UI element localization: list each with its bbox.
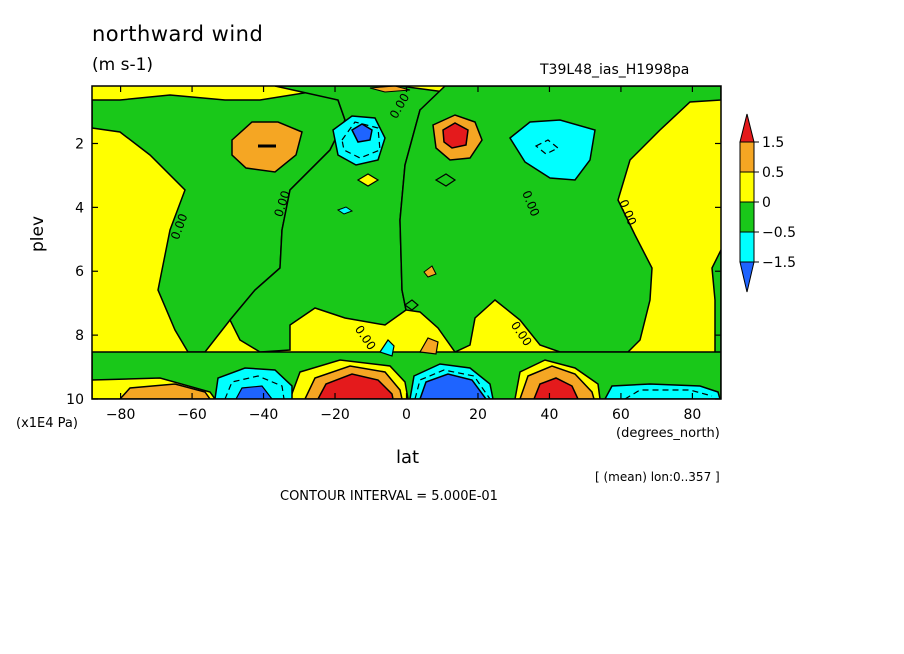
y-tick-label: 2 <box>75 136 84 152</box>
band-cyan-upper-right <box>509 119 596 181</box>
colorbar-label: −1.5 <box>762 255 796 271</box>
x-tick-label: 20 <box>469 407 487 423</box>
colorbar-label: 0.5 <box>762 165 784 181</box>
band-red-bottom-center <box>317 373 394 399</box>
subtitle-mean-lon: [ (mean) lon:0..357 ] <box>595 470 720 484</box>
band-green-right <box>399 86 721 353</box>
contour-small-cyan <box>336 206 354 215</box>
dashed-contour-2 <box>534 139 560 155</box>
y-tick-label: 8 <box>75 328 84 344</box>
y-tick-label: 10 <box>66 392 84 408</box>
y-unit-label: (x1E4 Pa) <box>16 416 78 431</box>
colorbar: 1.5 0.5 0 −0.5 −1.5 <box>739 113 796 293</box>
dashed-contour-3 <box>224 375 285 399</box>
band-green-right-edge <box>711 249 721 362</box>
x-tick-label: −20 <box>320 407 350 423</box>
contour-small-green-2 <box>403 299 419 311</box>
band-orange-small-1 <box>419 337 439 355</box>
colorbar-label: 1.5 <box>762 135 784 151</box>
x-tick-label: 60 <box>612 407 630 423</box>
dashed-contour-5 <box>624 389 713 399</box>
axes: −80 −60 −40 −20 0 20 40 60 80 2 4 6 8 10 <box>66 86 721 423</box>
contour-small-yellow <box>356 173 380 187</box>
band-orange-bottom-left <box>118 383 211 399</box>
x-unit-label: (degrees_north) <box>616 426 720 441</box>
x-tick-label: −40 <box>249 407 279 423</box>
dashed-contour-4 <box>414 369 491 399</box>
chart-title: northward wind <box>92 22 264 46</box>
band-cyan-bottom-right <box>604 383 721 399</box>
x-tick-label: 40 <box>541 407 559 423</box>
colorbar-label: −0.5 <box>762 225 796 241</box>
band-red-bottom-right <box>533 377 579 399</box>
contour-interval-note: CONTOUR INTERVAL = 5.000E-01 <box>280 489 498 504</box>
contour-small-green <box>434 173 457 187</box>
x-tick-label: −80 <box>106 407 136 423</box>
band-cyan-bottom-left <box>214 367 293 399</box>
y-tick-label: 6 <box>75 264 84 280</box>
band-cyan-small <box>379 339 395 357</box>
band-orange-small-2 <box>423 265 437 278</box>
colorbar-swatch <box>739 231 755 263</box>
colorbar-swatch <box>739 171 755 203</box>
dashed-contour-1 <box>341 121 381 159</box>
x-tick-label: −60 <box>177 407 207 423</box>
chart-units: (m s-1) <box>92 55 154 75</box>
x-tick-label: 0 <box>402 407 411 423</box>
colorbar-label: 0 <box>762 195 771 211</box>
colorbar-swatch <box>739 113 755 143</box>
band-red-upper <box>442 122 469 149</box>
colorbar-swatch <box>739 201 755 233</box>
contour-field <box>92 86 721 399</box>
band-blue-upper <box>351 123 373 143</box>
y-tick-label: 4 <box>75 200 84 216</box>
run-id: T39L48_ias_H1998pa <box>540 62 690 78</box>
colorbar-swatch <box>739 261 755 293</box>
colorbar-swatch <box>739 141 755 173</box>
y-axis-label: plev <box>28 215 48 252</box>
x-axis-label: lat <box>396 447 420 468</box>
x-tick-label: 80 <box>683 407 701 423</box>
band-blue-bottom-center <box>419 373 487 399</box>
